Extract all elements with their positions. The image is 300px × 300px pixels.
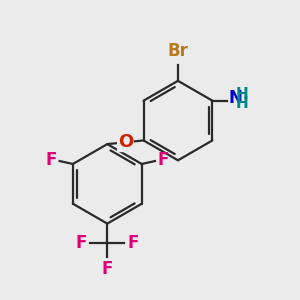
Text: Br: Br [167,42,188,60]
Text: O: O [118,133,133,151]
Text: F: F [157,151,169,169]
Text: F: F [127,234,139,252]
Text: H: H [236,87,248,102]
Text: H: H [236,96,248,111]
Text: N: N [228,89,242,107]
Text: F: F [102,260,113,278]
Text: F: F [46,151,57,169]
Text: F: F [76,234,87,252]
